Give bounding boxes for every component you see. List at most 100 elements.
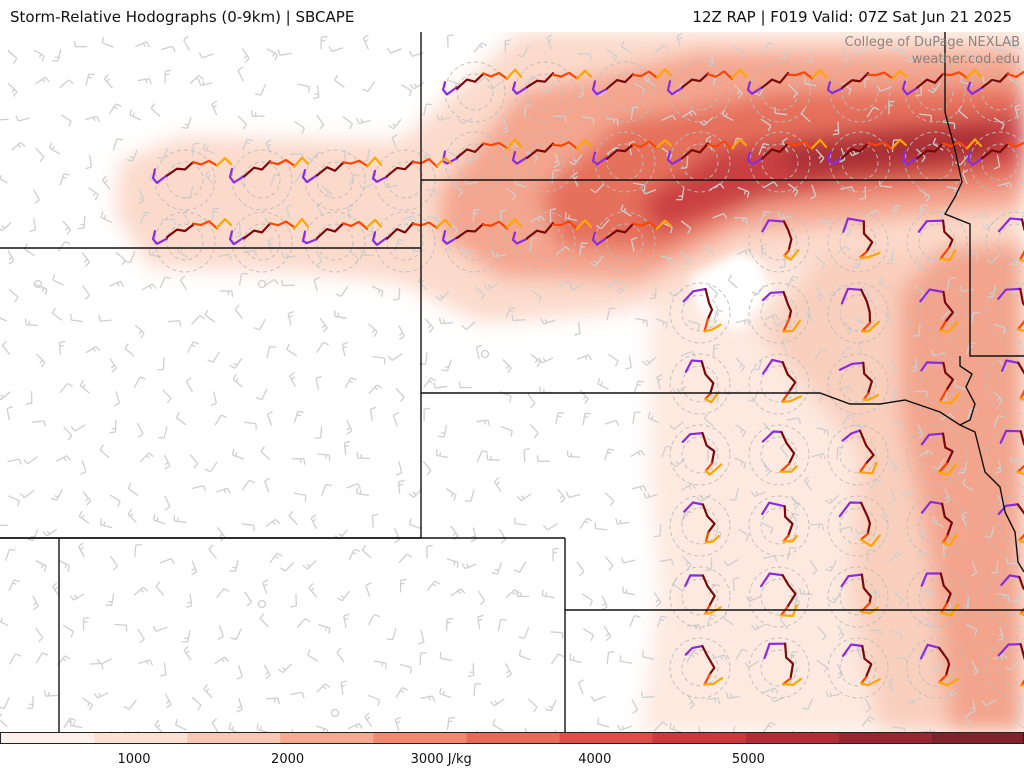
hodograph-range-ring (748, 424, 810, 486)
wind-barb (723, 612, 734, 626)
wind-barb (477, 590, 486, 606)
hodograph (301, 156, 383, 184)
wind-barb (219, 290, 234, 297)
wind-barb (134, 544, 142, 558)
wind-barb (394, 239, 404, 252)
hodograph-range-ring (760, 365, 798, 403)
hodograph-range-ring (243, 223, 281, 261)
wind-barb (138, 189, 145, 205)
wind-barb (516, 590, 530, 598)
wind-barb (336, 647, 345, 663)
wind-barb (127, 482, 139, 497)
hodograph-range-ring (827, 282, 889, 344)
wind-barb (518, 649, 531, 661)
wind-barb (208, 544, 218, 559)
wind-barb (420, 695, 436, 702)
wind-barb (630, 450, 646, 458)
wind-barb (653, 721, 668, 732)
hodograph (683, 501, 720, 544)
wind-barb (398, 325, 405, 341)
wind-barb (1009, 40, 1022, 50)
wind-barb (635, 317, 648, 327)
wind-barb (890, 629, 903, 641)
wind-barb (656, 374, 663, 389)
wind-barb (698, 116, 714, 126)
wind-barb (0, 614, 9, 627)
wind-barb (810, 523, 825, 531)
wind-barb (27, 528, 39, 542)
wind-barb (758, 142, 770, 156)
wind-barb (993, 47, 1006, 57)
wind-barb (607, 353, 619, 367)
hodograph-range-ring (760, 649, 798, 687)
wind-barb (230, 628, 242, 641)
wind-barb (971, 660, 979, 676)
wind-barb (682, 555, 692, 570)
hodograph-range-ring (981, 73, 1019, 111)
wind-barb (536, 455, 551, 462)
wind-barb (886, 251, 894, 265)
map-panel[interactable]: College of DuPage NEXLAB weather.cod.edu (0, 32, 1024, 732)
wind-barb (361, 149, 370, 162)
wind-barb (79, 380, 91, 394)
wind-barb (929, 728, 944, 732)
wind-barb (842, 320, 853, 335)
colorbar-ticks: 1000 2000 3000 J/kg 4000 5000 (0, 744, 1024, 768)
wind-barb (576, 561, 585, 577)
wind-barb (109, 555, 119, 571)
wind-barb (669, 722, 682, 732)
wind-barb (156, 147, 169, 160)
wind-barb (597, 377, 609, 390)
wind-barb (668, 289, 684, 297)
wind-barb (297, 83, 311, 93)
wind-barb (260, 446, 271, 461)
wind-barb (7, 249, 15, 265)
colorbar-segment (280, 733, 375, 743)
wind-barb (139, 452, 154, 463)
wind-barb (85, 115, 101, 123)
wind-barb (727, 274, 738, 289)
wind-barb (530, 353, 541, 368)
wind-barb (993, 415, 1005, 428)
wind-barb (150, 103, 161, 117)
wind-barb (290, 691, 305, 699)
wind-barb (280, 562, 295, 572)
hodograph-range-ring (985, 637, 1024, 699)
wind-barb (1020, 388, 1024, 391)
hodograph (301, 218, 383, 245)
wind-barb (763, 687, 779, 694)
wind-barb (965, 623, 978, 636)
wind-barb (464, 155, 480, 164)
wind-barb (705, 557, 713, 572)
wind-barb (399, 578, 407, 593)
hodograph-range-ring (681, 73, 719, 111)
wind-barb (265, 697, 280, 705)
wind-barb (137, 628, 145, 644)
wind-barb (4, 548, 16, 561)
wind-barb (0, 222, 12, 232)
wind-barb (606, 651, 615, 665)
wind-barb (286, 343, 298, 357)
wind-barb (183, 645, 192, 661)
wind-barb (386, 628, 397, 641)
wind-barb (1010, 253, 1021, 266)
wind-barb (859, 186, 867, 200)
wind-barb (101, 36, 114, 48)
wind-barb (622, 586, 635, 596)
hodograph-range-ring (760, 436, 798, 474)
wind-barb (959, 285, 974, 293)
wind-barb (238, 272, 248, 286)
wind-barb (241, 523, 255, 532)
wind-barb (85, 155, 92, 170)
wind-barb (606, 48, 618, 62)
wind-barb (101, 175, 111, 190)
wind-barb (8, 495, 20, 507)
wind-barb (981, 699, 997, 706)
wind-barb (183, 35, 190, 51)
wind-barb (202, 143, 216, 155)
hodograph-range-ring (606, 223, 644, 261)
wind-barb (779, 46, 789, 59)
wind-barb (154, 719, 163, 732)
hodograph (763, 642, 803, 686)
wind-barb (446, 34, 454, 48)
